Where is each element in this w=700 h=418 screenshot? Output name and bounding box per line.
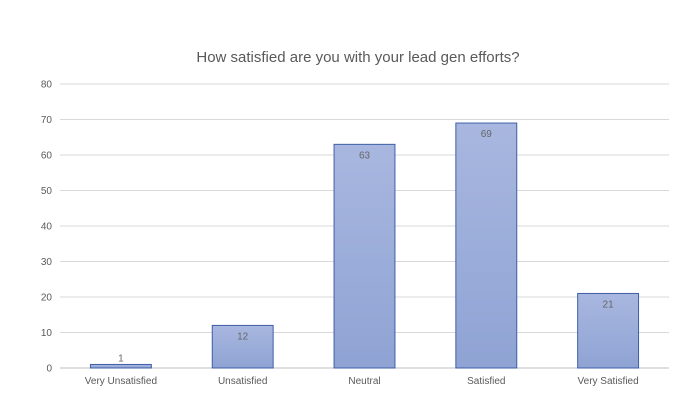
y-tick-label: 70 — [41, 115, 53, 126]
y-tick-label: 40 — [41, 222, 53, 233]
y-axis-ticks: 0 10 20 30 40 50 60 70 80 — [41, 80, 53, 375]
y-tick-label: 50 — [41, 186, 53, 197]
x-tick-label: Unsatisfied — [218, 376, 267, 387]
data-labels: 1 12 63 69 21 — [118, 129, 614, 364]
data-label: 1 — [118, 353, 124, 364]
y-tick-label: 80 — [41, 80, 53, 91]
y-tick-label: 30 — [41, 257, 53, 268]
chart-title: How satisfied are you with your lead gen… — [196, 49, 519, 66]
x-tick-label: Very Satisfied — [578, 376, 639, 387]
y-tick-label: 20 — [41, 293, 53, 304]
x-tick-label: Neutral — [348, 376, 380, 387]
bar — [333, 143, 396, 369]
x-tick-label: Very Unsatisfied — [85, 376, 157, 387]
data-label: 63 — [359, 150, 371, 161]
data-label: 12 — [237, 331, 249, 342]
x-tick-label: Satisfied — [467, 376, 505, 387]
bars — [89, 122, 640, 369]
x-axis-ticks: Very Unsatisfied Unsatisfied Neutral Satisf… — [85, 376, 639, 387]
data-label: 69 — [481, 129, 493, 140]
y-tick-label: 10 — [41, 328, 53, 339]
y-tick-label: 60 — [41, 151, 53, 162]
bar — [577, 292, 640, 369]
y-tick-label: 0 — [46, 364, 52, 375]
bar — [455, 122, 518, 369]
bar — [89, 363, 152, 369]
data-label: 21 — [603, 299, 615, 310]
bar — [211, 324, 274, 369]
